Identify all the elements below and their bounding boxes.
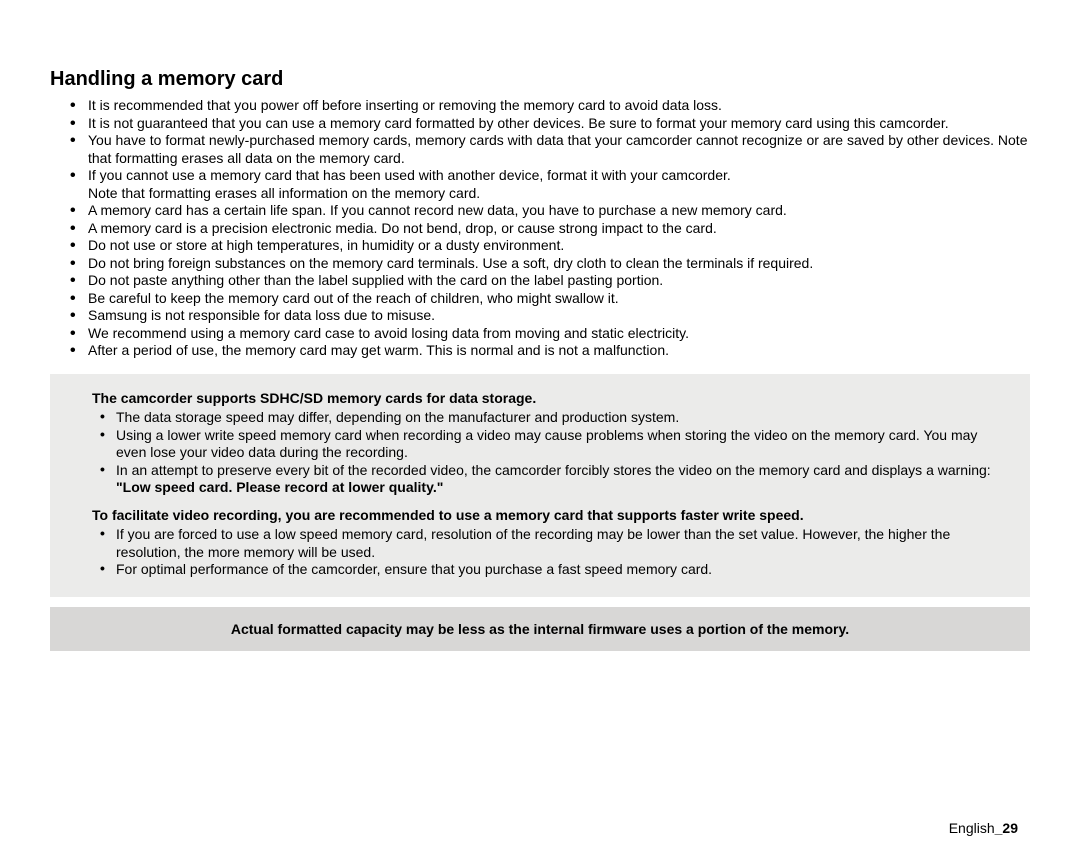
list-item: You have to format newly-purchased memor… <box>88 132 1030 167</box>
footer-language: English <box>949 820 995 836</box>
warning-text: "Low speed card. Please record at lower … <box>116 479 443 495</box>
list-item: Do not paste anything other than the lab… <box>88 272 1030 290</box>
list-item: If you cannot use a memory card that has… <box>88 167 1030 202</box>
list-item: Samsung is not responsible for data loss… <box>88 307 1030 325</box>
list-item: For optimal performance of the camcorder… <box>116 561 1006 579</box>
list-item: A memory card is a precision electronic … <box>88 220 1030 238</box>
text: In an attempt to preserve every bit of t… <box>116 462 991 478</box>
handling-list: It is recommended that you power off bef… <box>50 97 1030 360</box>
page-title: Handling a memory card <box>50 68 1030 91</box>
list-item: Do not bring foreign substances on the m… <box>88 255 1030 273</box>
list-item: It is recommended that you power off bef… <box>88 97 1030 115</box>
list-item: In an attempt to preserve every bit of t… <box>116 462 1006 497</box>
list-item: Be careful to keep the memory card out o… <box>88 290 1030 308</box>
list-item: A memory card has a certain life span. I… <box>88 202 1030 220</box>
info-box-sdhc: The camcorder supports SDHC/SD memory ca… <box>50 374 1030 597</box>
list-item: Using a lower write speed memory card wh… <box>116 427 1006 462</box>
list-item: After a period of use, the memory card m… <box>88 342 1030 360</box>
list-item: If you are forced to use a low speed mem… <box>116 526 1006 561</box>
page-footer: English_29 <box>949 820 1018 836</box>
box-list-2: If you are forced to use a low speed mem… <box>74 526 1006 579</box>
box-list-1: The data storage speed may differ, depen… <box>74 409 1006 497</box>
footer-page-number: 29 <box>1002 820 1018 836</box>
list-item: It is not guaranteed that you can use a … <box>88 115 1030 133</box>
list-item: The data storage speed may differ, depen… <box>116 409 1006 427</box>
info-box-capacity: Actual formatted capacity may be less as… <box>50 607 1030 651</box>
box-heading-2: To facilitate video recording, you are r… <box>92 507 1006 525</box>
list-item: We recommend using a memory card case to… <box>88 325 1030 343</box>
box-heading-1: The camcorder supports SDHC/SD memory ca… <box>92 390 1006 408</box>
list-item: Do not use or store at high temperatures… <box>88 237 1030 255</box>
